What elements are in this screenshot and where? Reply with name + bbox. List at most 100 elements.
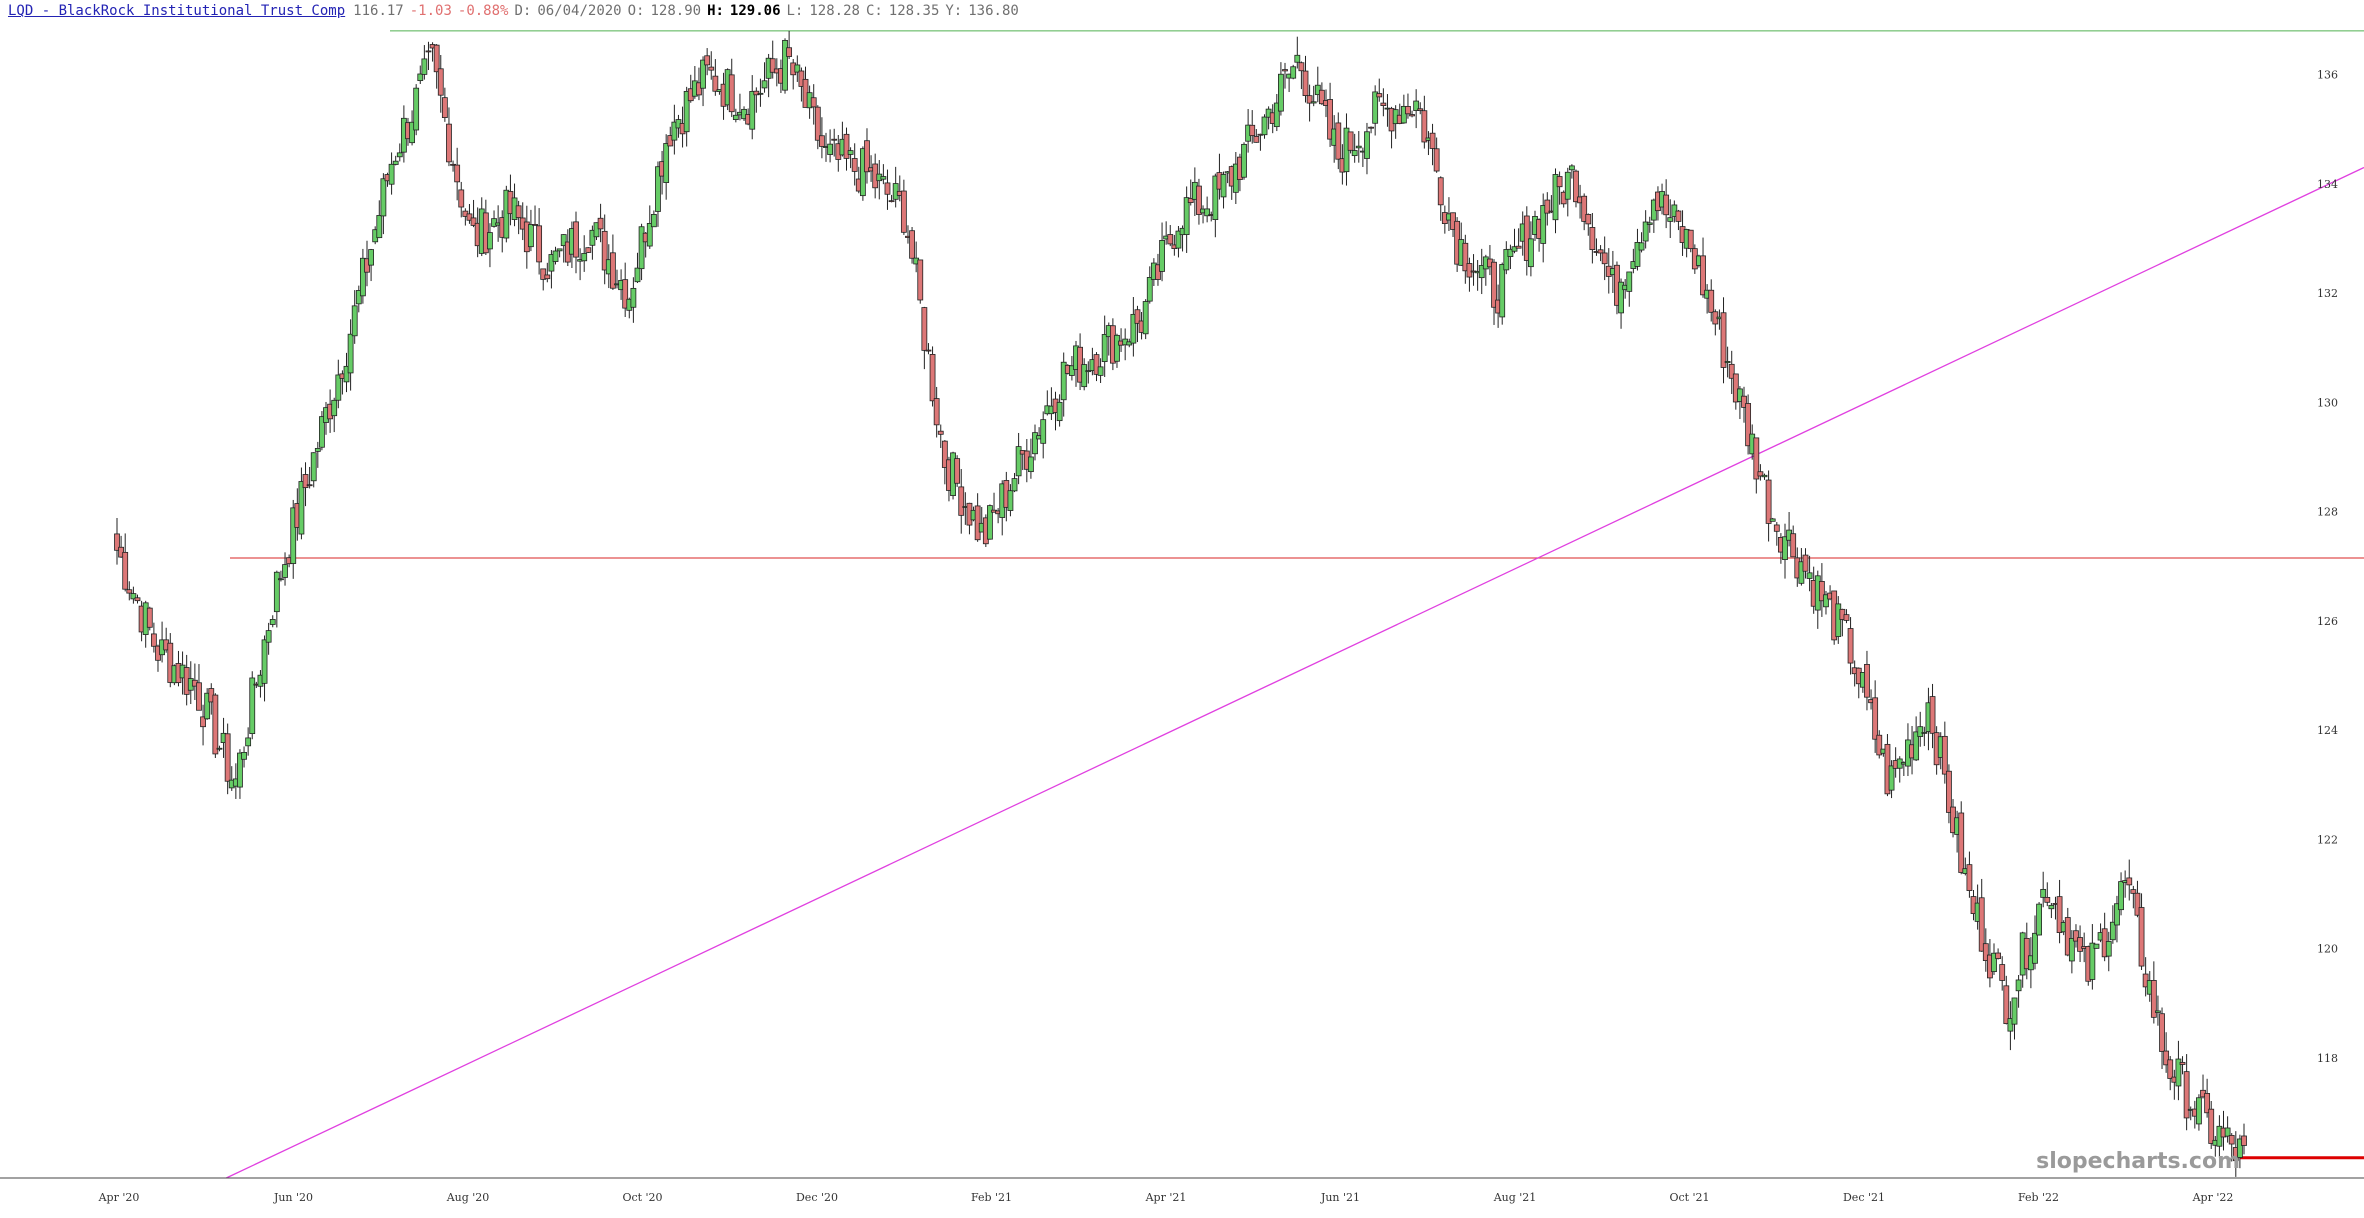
candle <box>458 181 465 218</box>
candle <box>245 727 252 756</box>
candle <box>728 58 735 118</box>
candle <box>249 671 256 740</box>
candle <box>556 248 563 258</box>
candle <box>650 210 657 228</box>
candle <box>1376 78 1383 102</box>
candle <box>269 615 276 628</box>
candle <box>150 622 157 653</box>
candle <box>241 746 247 768</box>
candle <box>1253 129 1260 143</box>
y-tick-label: 122 <box>2317 833 2338 846</box>
candle <box>798 67 805 102</box>
candle <box>1032 424 1038 461</box>
candle <box>314 441 321 468</box>
y-tick-label: 118 <box>2317 1052 2338 1065</box>
candle <box>2138 893 2145 970</box>
candle <box>1114 333 1120 368</box>
candle <box>1429 123 1436 166</box>
candle <box>1261 114 1268 139</box>
candle <box>515 200 522 235</box>
candle <box>1835 596 1842 644</box>
candle <box>1995 948 2002 960</box>
candle <box>319 411 325 451</box>
candle <box>704 48 711 76</box>
candle <box>2224 1116 2231 1143</box>
candle <box>1667 199 1674 238</box>
candle <box>532 205 538 226</box>
candle <box>749 75 756 140</box>
candle <box>560 234 567 263</box>
candle <box>1364 122 1370 175</box>
candle <box>196 664 202 711</box>
candle <box>827 129 833 163</box>
candle <box>1626 271 1633 307</box>
candle <box>573 211 579 274</box>
candle <box>1700 237 1706 298</box>
candle <box>1941 721 1948 784</box>
candle <box>146 606 153 631</box>
y-tick-label: 124 <box>2317 724 2338 737</box>
candle <box>290 499 297 579</box>
x-tick-label: Aug '21 <box>1493 1191 1537 1204</box>
candle <box>1130 297 1137 357</box>
candle <box>2023 922 2030 980</box>
candle <box>1876 730 1883 759</box>
date-label: D: <box>514 3 532 19</box>
candle <box>732 108 739 123</box>
candle <box>1306 84 1313 122</box>
candle <box>712 59 719 96</box>
candle <box>1888 760 1895 799</box>
candle <box>1212 173 1219 238</box>
candle <box>671 104 678 155</box>
candle <box>1101 315 1108 378</box>
candle <box>1499 262 1506 325</box>
candle <box>1093 352 1100 382</box>
candle <box>466 203 473 224</box>
candle <box>1159 222 1165 282</box>
candle <box>937 424 944 448</box>
x-tick-label: Apr '22 <box>2192 1191 2234 1204</box>
candle <box>2175 1040 2182 1101</box>
candle <box>417 65 424 84</box>
candle <box>1982 928 1989 972</box>
candle <box>1290 64 1297 80</box>
candle <box>126 581 133 601</box>
candle <box>331 397 338 433</box>
candle <box>441 87 448 122</box>
candle <box>1638 232 1645 253</box>
candle <box>2109 905 2116 944</box>
x-tick-label: Oct '21 <box>1669 1191 1709 1204</box>
candle <box>925 343 932 355</box>
candle <box>306 466 313 489</box>
candle <box>921 306 928 370</box>
high-value: 129.06 <box>729 3 781 19</box>
candle <box>1564 167 1571 217</box>
candle <box>396 143 403 162</box>
reference-lines <box>225 30 2364 1179</box>
y-tick-label: 130 <box>2317 396 2338 409</box>
candle <box>122 533 129 592</box>
candle <box>810 84 817 125</box>
candle <box>2150 961 2157 1024</box>
candle <box>917 259 924 304</box>
x-tick-label: Aug '20 <box>446 1191 490 1204</box>
candle <box>1142 299 1149 340</box>
candle <box>1241 142 1247 180</box>
candle <box>1761 473 1768 480</box>
candle <box>1056 394 1063 427</box>
symbol-title-link[interactable]: LQD - BlackRock Institutional Trust Comp <box>8 3 346 19</box>
candle <box>864 128 870 184</box>
candle <box>359 248 366 304</box>
candle <box>200 704 206 746</box>
candle <box>409 110 415 146</box>
candle <box>663 134 670 200</box>
candle <box>1146 266 1153 304</box>
axes: Apr '20 Jun '20 Aug '20 Oct '20 Dec '20 Feb '… <box>0 69 2364 1204</box>
open-label: O: <box>627 3 645 19</box>
candle <box>757 78 764 107</box>
candle <box>1589 212 1596 264</box>
candle <box>1798 548 1805 586</box>
candle <box>655 161 661 227</box>
x-tick-label: Feb '22 <box>2018 1191 2059 1204</box>
